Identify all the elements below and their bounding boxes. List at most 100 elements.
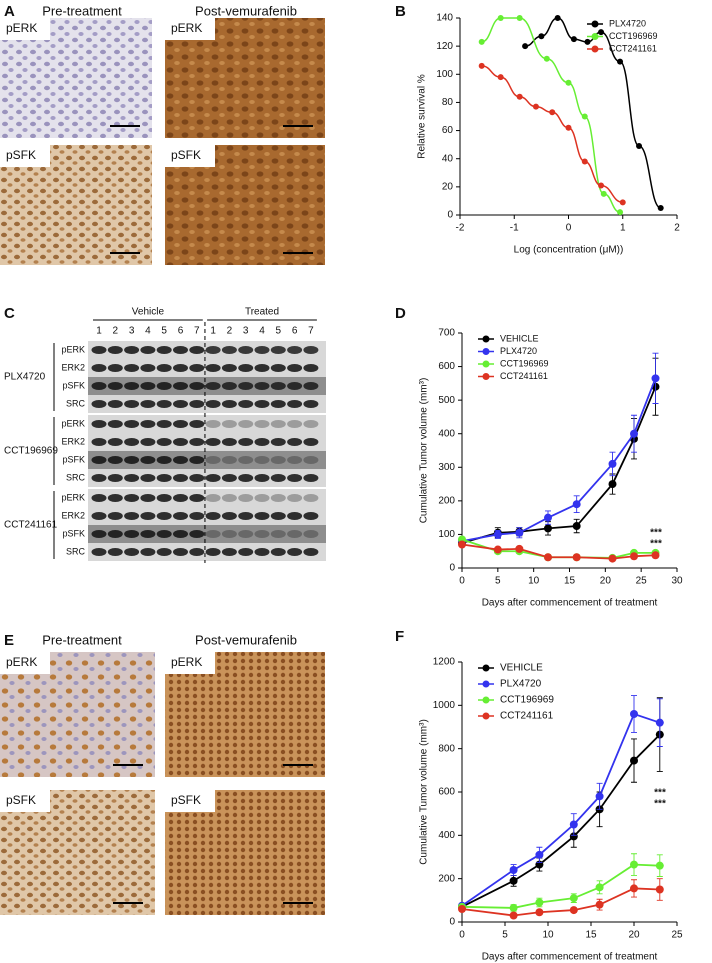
y-tick-label: 600 [438,361,455,372]
y-axis-label: Cumulative Tumor volume (mm³) [419,378,430,524]
data-point [655,885,664,894]
blot-band [205,438,221,446]
y-tick-label: 100 [438,529,455,540]
legend-marker [591,33,599,40]
blot-band [303,364,319,372]
lane-number: 4 [259,326,265,337]
drug-label: PLX4720 [4,372,46,383]
blot-band [189,474,205,482]
y-tick-label: 400 [438,830,455,841]
blot-band [238,456,254,464]
blot-band [254,530,270,538]
row-label: pERK [61,418,85,428]
legend-label: CCT241161 [609,43,657,53]
blot-band [107,512,123,520]
data-point [497,15,504,21]
blot-band [156,400,172,408]
blot-band [124,456,140,464]
legend-marker [482,680,490,688]
x-tick-label: 20 [628,930,640,941]
y-tick-label: 140 [436,13,453,24]
blot-band [205,474,221,482]
data-point [600,190,607,197]
panel-letter: C [4,305,15,322]
data-point [544,513,552,522]
data-point [630,756,638,765]
blot-band [91,382,107,390]
x-axis-label: Days after commencement of treatment [482,952,658,963]
data-point [651,374,660,383]
legend-marker [482,348,490,355]
data-point [617,58,624,65]
lane-number: 4 [145,326,151,337]
blot-band [189,364,205,372]
blot-band [303,382,319,390]
stain-label-box [165,145,215,167]
blot-band [303,474,319,482]
column-header: Pre-treatment [42,632,122,647]
blot-band [156,364,172,372]
y-axis-label: Cumulative Tumor volume (mm³) [419,719,430,865]
x-tick-label: 0 [566,223,572,234]
blot-band [303,420,319,428]
blot-band [221,494,237,502]
blot-band [107,346,123,354]
blot-band [254,382,270,390]
blot-band [173,512,188,520]
blot-band [270,400,286,408]
row-label: SRC [66,398,86,408]
blot-band [91,400,107,408]
blot-band [140,364,156,372]
lane-number: 3 [129,326,135,337]
blot-band [205,400,221,408]
blot-band [124,512,140,520]
y-tick-label: 300 [438,462,455,473]
data-point [617,209,624,216]
blot-band [91,364,107,372]
x-tick-label: 5 [495,576,501,587]
blot-band [254,438,270,446]
data-point [509,903,518,912]
lane-number: 7 [194,326,200,337]
blot-band [91,456,107,464]
data-point [493,530,502,539]
blot-band [140,494,156,502]
blot-band [189,530,205,538]
blot-band [221,438,237,446]
blot-band [254,494,270,502]
blot-band [205,382,221,390]
blot-band [270,494,286,502]
y-tick-label: 1000 [433,700,456,711]
y-tick-label: 100 [436,69,453,80]
blot-band [124,420,140,428]
blot-strip [88,525,326,543]
blot-band [221,530,237,538]
data-point [543,55,550,62]
stain-label-box [0,790,50,812]
blot-band [287,400,303,408]
legend-marker [482,335,490,343]
blot-band [270,420,286,428]
blot-band [238,364,254,372]
blot-band [91,512,107,520]
significance: *** [654,799,666,810]
blot-band [189,420,205,428]
blot-band [287,420,303,428]
x-axis-label: Days after commencement of treatment [482,598,658,609]
blot-band [254,364,270,372]
blot-band [254,346,270,354]
data-point [509,866,518,874]
x-tick-label: 0 [459,576,465,587]
x-tick-label: 20 [600,576,612,587]
stain-label: pSFK [6,793,36,807]
blot-band [287,474,303,482]
stain-label: pSFK [171,148,201,162]
stain-label: pSFK [171,793,201,807]
series-line [461,386,657,544]
data-point [554,15,561,21]
legend-label: CCT196969 [500,695,554,706]
data-point [522,43,529,50]
data-point [572,500,581,509]
blot-band [270,512,286,520]
blot-band [238,400,254,408]
